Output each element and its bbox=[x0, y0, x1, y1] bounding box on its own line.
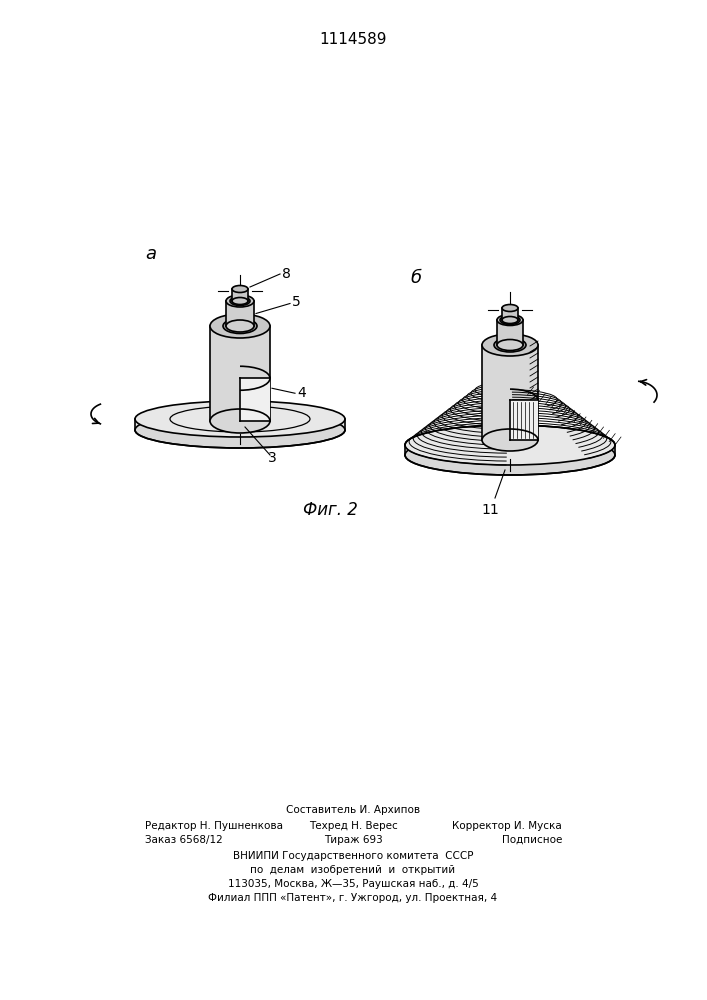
Text: Подписное: Подписное bbox=[502, 835, 562, 845]
Ellipse shape bbox=[135, 401, 345, 437]
Ellipse shape bbox=[494, 338, 526, 352]
Ellipse shape bbox=[226, 295, 254, 307]
Ellipse shape bbox=[497, 340, 523, 351]
Polygon shape bbox=[510, 400, 538, 440]
Polygon shape bbox=[240, 378, 270, 421]
Text: Техред Н. Верес: Техред Н. Верес bbox=[309, 821, 397, 831]
Ellipse shape bbox=[230, 296, 250, 306]
Text: Фиг. 2: Фиг. 2 bbox=[303, 501, 358, 519]
Text: а: а bbox=[145, 245, 156, 263]
Ellipse shape bbox=[502, 316, 518, 324]
Polygon shape bbox=[210, 326, 270, 421]
Text: 4: 4 bbox=[297, 386, 305, 400]
Polygon shape bbox=[502, 308, 518, 320]
Ellipse shape bbox=[497, 314, 523, 326]
Polygon shape bbox=[497, 320, 523, 345]
Text: Тираж 693: Тираж 693 bbox=[324, 835, 382, 845]
Ellipse shape bbox=[405, 425, 615, 465]
Text: 5: 5 bbox=[292, 294, 300, 308]
Ellipse shape bbox=[232, 286, 248, 292]
Ellipse shape bbox=[226, 320, 254, 332]
Ellipse shape bbox=[210, 314, 270, 338]
Ellipse shape bbox=[210, 409, 270, 433]
Text: 113035, Москва, Ж—35, Раушская наб., д. 4/5: 113035, Москва, Ж—35, Раушская наб., д. … bbox=[228, 879, 479, 889]
Text: 11: 11 bbox=[481, 503, 499, 517]
Text: Составитель И. Архипов: Составитель И. Архипов bbox=[286, 805, 420, 815]
Text: по  делам  изобретений  и  открытий: по делам изобретений и открытий bbox=[250, 865, 455, 875]
Ellipse shape bbox=[223, 318, 257, 334]
Polygon shape bbox=[135, 419, 345, 430]
Text: 3: 3 bbox=[268, 451, 276, 465]
Text: б: б bbox=[410, 269, 421, 287]
Text: Редактор Н. Пушненкова: Редактор Н. Пушненкова bbox=[145, 821, 283, 831]
Polygon shape bbox=[405, 445, 615, 455]
Ellipse shape bbox=[135, 412, 345, 448]
Ellipse shape bbox=[502, 304, 518, 312]
Text: Филиал ППП «Патент», г. Ужгород, ул. Проектная, 4: Филиал ППП «Патент», г. Ужгород, ул. Про… bbox=[209, 893, 498, 903]
Ellipse shape bbox=[482, 334, 538, 356]
Text: 1114589: 1114589 bbox=[320, 32, 387, 47]
Ellipse shape bbox=[405, 435, 615, 475]
Text: ВНИИПИ Государственного комитета  СССР: ВНИИПИ Государственного комитета СССР bbox=[233, 851, 473, 861]
Polygon shape bbox=[232, 289, 248, 301]
Ellipse shape bbox=[500, 316, 520, 324]
Text: Корректор И. Муска: Корректор И. Муска bbox=[452, 821, 562, 831]
Polygon shape bbox=[226, 301, 254, 326]
Text: Заказ 6568/12: Заказ 6568/12 bbox=[145, 835, 223, 845]
Polygon shape bbox=[482, 345, 538, 440]
Ellipse shape bbox=[482, 429, 538, 451]
Ellipse shape bbox=[232, 298, 248, 304]
Text: 8: 8 bbox=[282, 267, 291, 281]
